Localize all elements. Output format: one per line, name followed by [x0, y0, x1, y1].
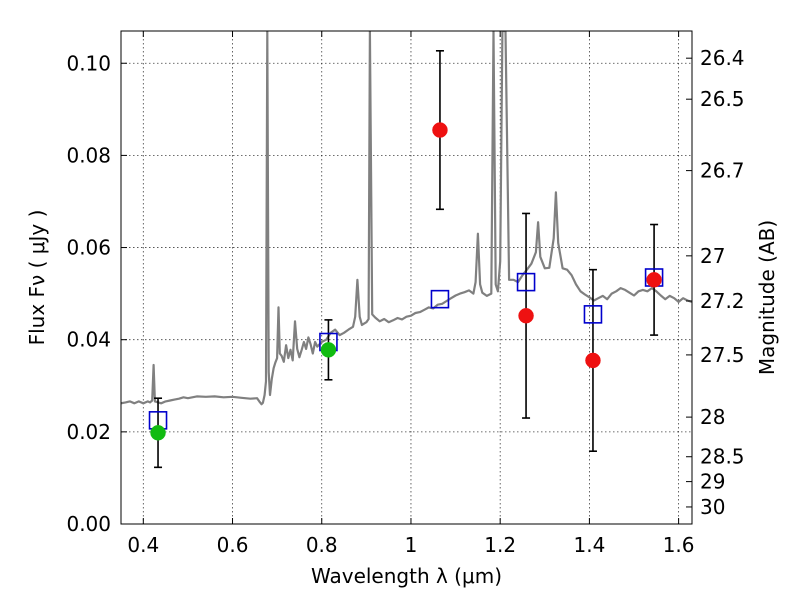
- model-square-point: [430, 289, 450, 309]
- plot-frame: [120, 30, 693, 525]
- right-tick-label: 26.4: [700, 46, 745, 70]
- x-tick-label: 0.8: [306, 533, 338, 557]
- y-tick-label: 0.02: [66, 420, 111, 444]
- right-tick-label: 27.2: [700, 289, 745, 313]
- y-axis-title: Flux Fν ( μJy ): [25, 210, 49, 346]
- x-tick-label: 1: [405, 533, 418, 557]
- right-tick-label: 29: [700, 470, 725, 494]
- right-tick-label: 28.5: [700, 445, 745, 469]
- right-tick-label: 27.5: [700, 343, 745, 367]
- right-tick-label: 27: [700, 244, 725, 268]
- photometry-point: [518, 307, 534, 324]
- axis-ticks: [121, 31, 692, 525]
- right-tick-label: 26.7: [700, 159, 745, 183]
- x-tick-label: 1.4: [573, 533, 605, 557]
- x-tick-labels: 0.4 0.6 0.8 1 1.2 1.4 1.6: [127, 533, 694, 557]
- x-tick-label: 0.4: [127, 533, 159, 557]
- model-square-point: [516, 272, 536, 292]
- y-tick-label: 0.06: [66, 236, 111, 260]
- right-tick-label: 28: [700, 405, 725, 429]
- model-square-point: [583, 305, 603, 324]
- x-axis-title: Wavelength λ (μm): [311, 564, 502, 588]
- spectrum-line: [121, 31, 692, 406]
- errorbar-series: [154, 50, 659, 469]
- y-tick-labels: 0.00 0.02 0.04 0.06 0.08 0.10: [66, 51, 111, 536]
- photometry-point: [320, 342, 337, 358]
- y-tick-label: 0.10: [66, 51, 111, 75]
- model-square-series: [148, 268, 664, 430]
- right-tick-label: 30: [700, 495, 725, 519]
- y-tick-label: 0.04: [66, 328, 111, 352]
- y-tick-label: 0.08: [66, 143, 111, 167]
- photometry-point: [585, 352, 601, 369]
- photometry-point: [150, 425, 166, 441]
- right-tick-label: 26.5: [700, 87, 745, 111]
- photometry-point: [432, 122, 448, 138]
- x-tick-label: 1.6: [663, 533, 695, 557]
- y-tick-label: 0.00: [66, 512, 111, 536]
- x-tick-label: 1.2: [484, 533, 516, 557]
- right-axis-title: Magnitude (AB): [755, 220, 779, 375]
- photometry-point: [646, 272, 662, 288]
- grid: [121, 31, 692, 525]
- photometry-circle-series: [150, 122, 662, 441]
- x-tick-label: 0.6: [217, 533, 249, 557]
- spectrum-series: [121, 31, 692, 406]
